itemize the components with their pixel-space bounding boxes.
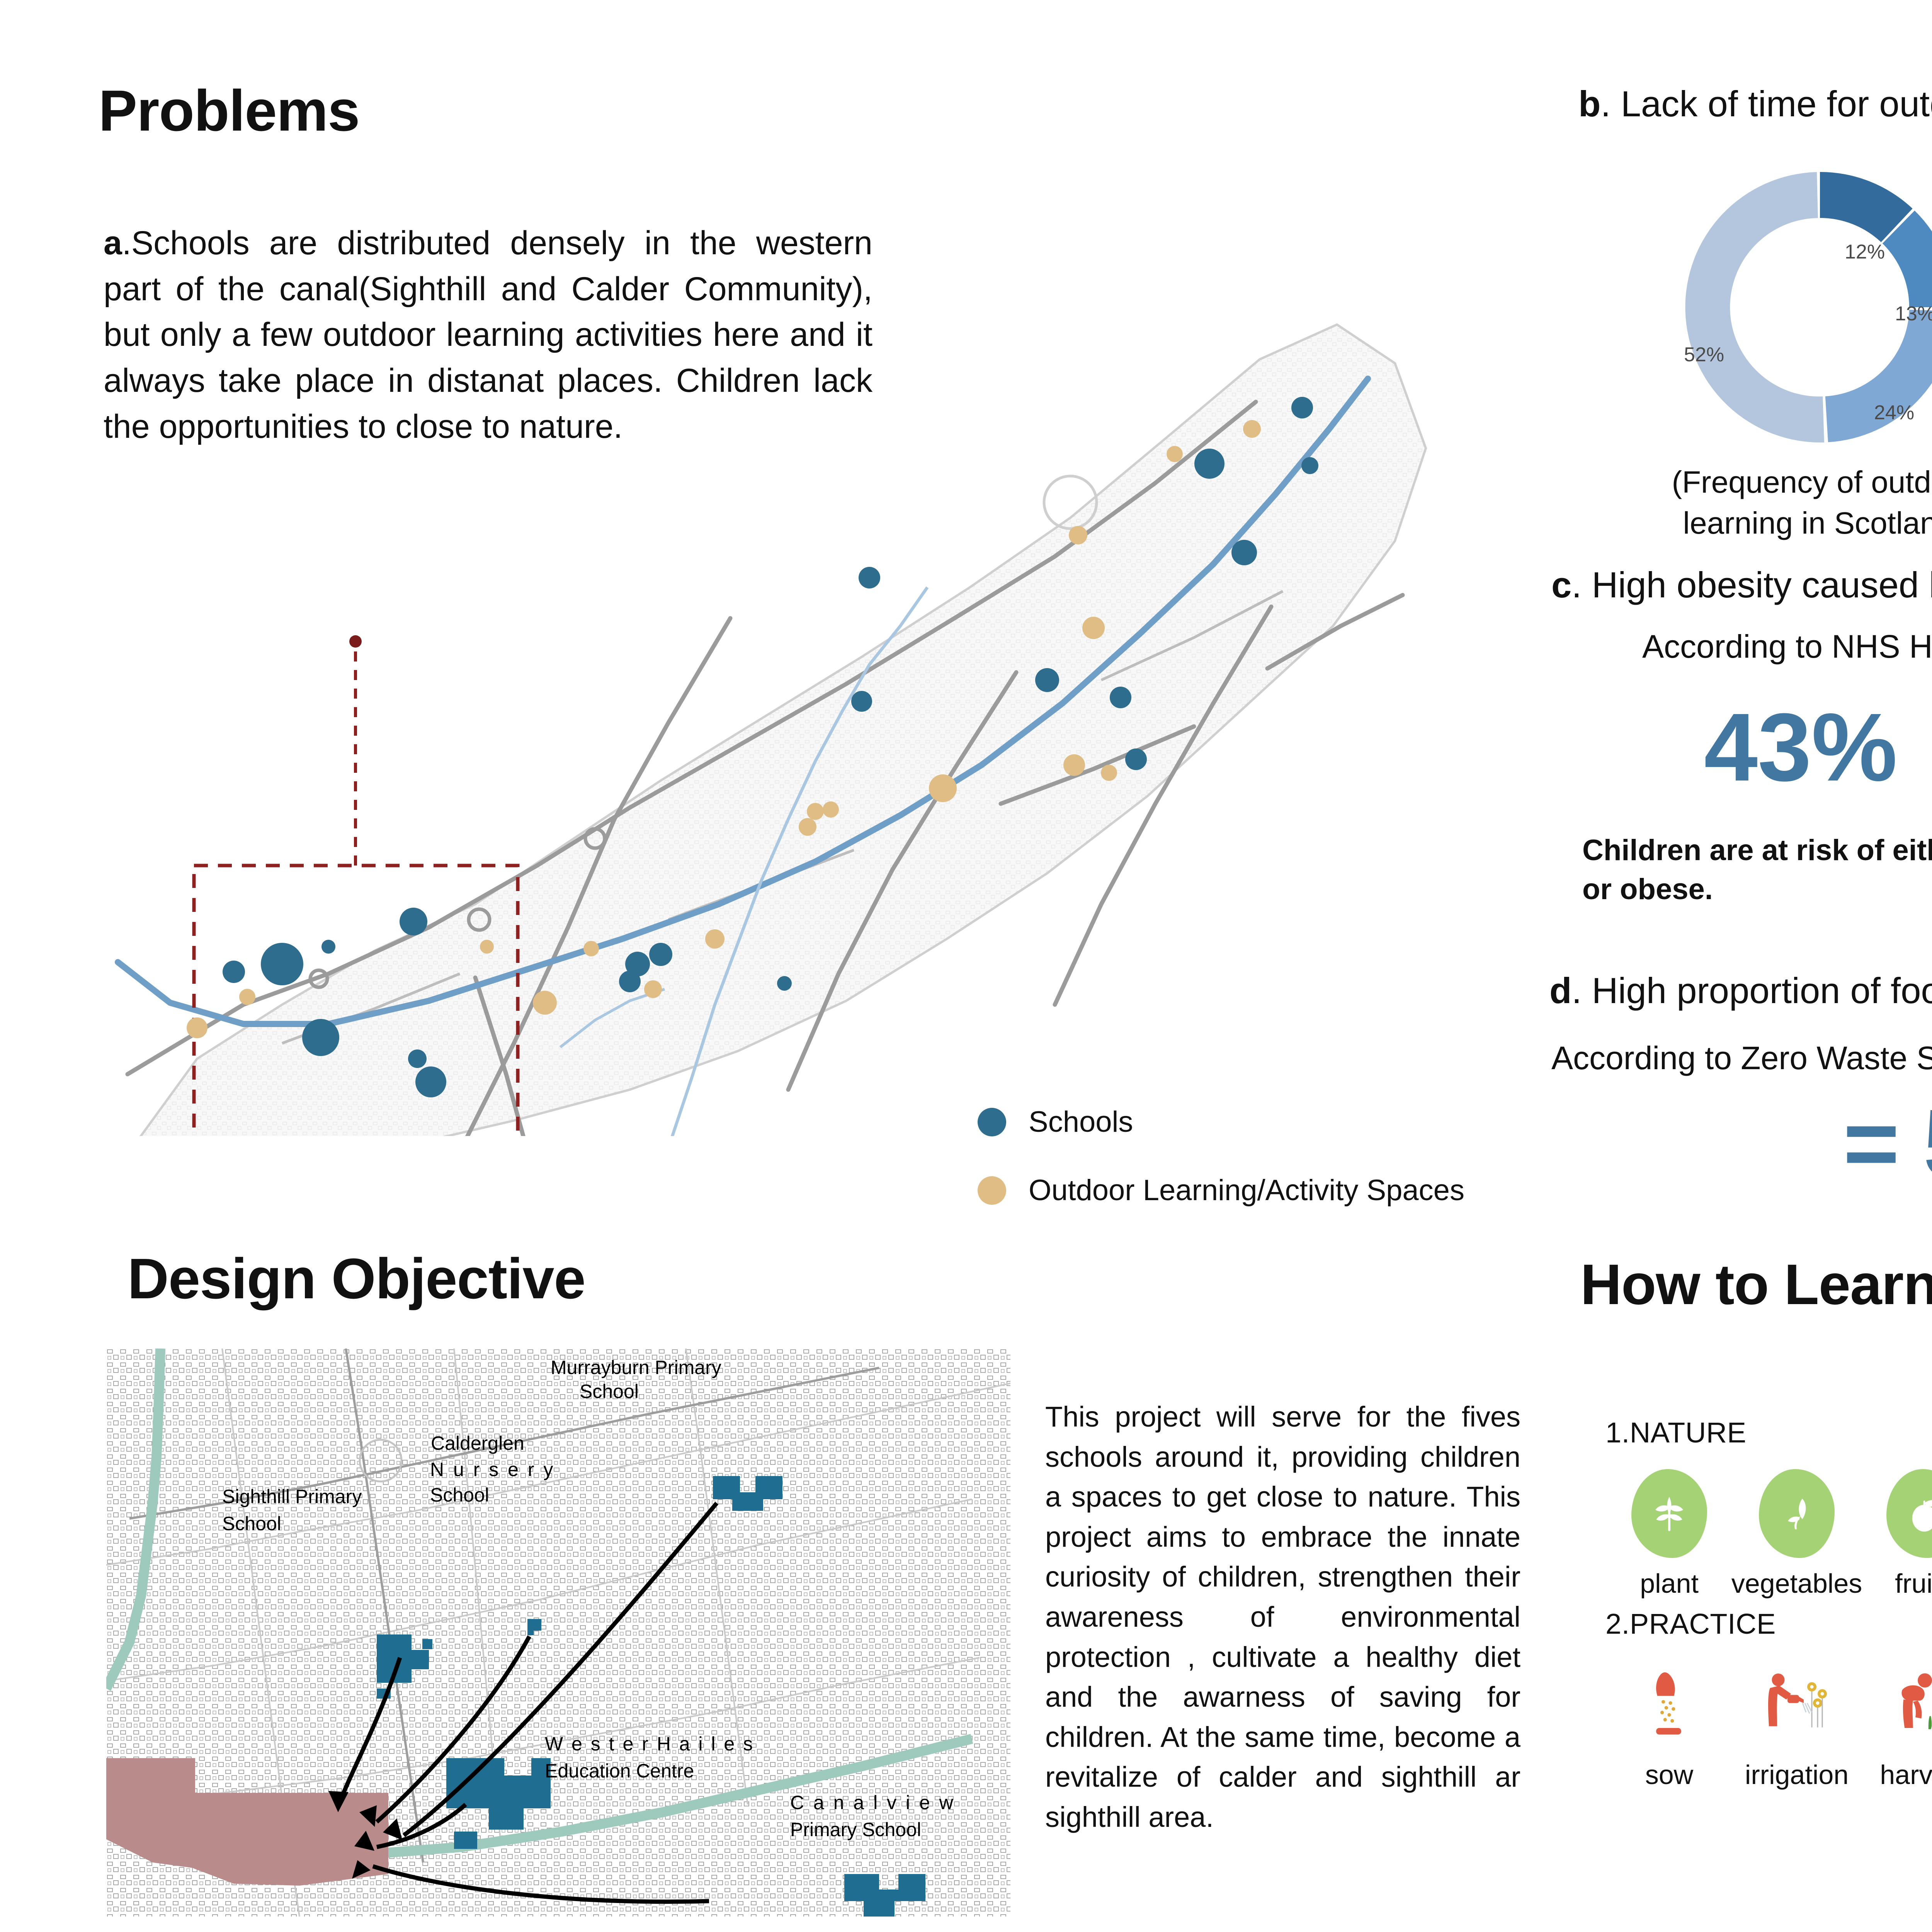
legend-item-schools: Schools: [978, 1105, 1464, 1139]
meals-equation: = 54000 meals: [1843, 1089, 1932, 1197]
svg-text:C a n a l v i e w: C a n a l v i e w: [790, 1792, 955, 1813]
stat-children-caption: Children are at risk of either overweigh…: [1582, 834, 1932, 906]
problem-a-bullet: a: [104, 224, 122, 262]
map-legend: Schools Outdoor Learning/Activity Spaces: [978, 1105, 1464, 1242]
meals-number: = 54000: [1843, 1089, 1932, 1197]
svg-text:School: School: [430, 1484, 489, 1506]
leaf-icon: [1631, 1469, 1707, 1558]
donut-label-12: 12%: [1845, 241, 1885, 263]
section-d-source: According to Zero Waste Scotland: 27t of…: [1551, 1040, 1932, 1076]
nature-item-fruits: fruits: [1861, 1469, 1932, 1599]
section-b-bullet: b: [1578, 83, 1601, 124]
section-d-bullet: d: [1549, 970, 1572, 1011]
svg-text:Calderglen: Calderglen: [431, 1432, 524, 1454]
section-c-source: According to NHS Health Scotland:: [1642, 628, 1932, 665]
outdoor-learning-donut-chart: 12% 13% 24% 52%: [1662, 153, 1932, 462]
stat-children-percent: 43%: [1704, 693, 1898, 801]
problem-a-paragraph: a.Schools are distributed densely in the…: [104, 220, 872, 449]
highlight-box: [192, 635, 520, 1136]
donut-label-52: 52%: [1684, 344, 1724, 366]
practice-item-harvest: harvest: [1861, 1660, 1932, 1790]
watering-can-icon: [1759, 1660, 1835, 1749]
design-objective-map: Murrayburn Primary School Calderglen N u…: [106, 1349, 1010, 1917]
section-d-title-text: . High proportion of food waste: [1571, 970, 1932, 1011]
nature-label-plant: plant: [1640, 1568, 1699, 1599]
outdoor-dot-icon: [978, 1176, 1006, 1205]
section-b-title-text: . Lack of time for outdoor learning: [1600, 83, 1932, 124]
svg-text:N u r s e r y: N u r s e r y: [430, 1459, 555, 1480]
page-title-design-objective: Design Objective: [128, 1247, 586, 1311]
svg-text:School: School: [580, 1381, 639, 1402]
nature-label-vegetables: vegetables: [1731, 1568, 1862, 1599]
legend-label-outdoor: Outdoor Learning/Activity Spaces: [1029, 1174, 1464, 1207]
nature-group: 1.NATURE plant: [1605, 1416, 1932, 1599]
donut-slice-less-than-once-a-week: [1820, 172, 1913, 242]
section-b-heading: b. Lack of time for outdoor learning: [1578, 83, 1932, 125]
problem-a-body: .Schools are distributed densely in the …: [104, 224, 872, 445]
practice-group: 2.PRACTICE: [1605, 1607, 1932, 1790]
donut-slice-once-a-week-a-month: [1825, 310, 1932, 442]
section-c-title-text: . High obesity caused by unhealthy diet: [1571, 565, 1932, 605]
svg-text:Sighthill Primary: Sighthill Primary: [222, 1486, 362, 1507]
practice-label-harvest: harvest: [1880, 1760, 1932, 1790]
section-c-heading: c. High obesity caused by unhealthy diet: [1551, 564, 1932, 606]
svg-text:Education Centre: Education Centre: [545, 1760, 694, 1782]
svg-text:School: School: [222, 1513, 281, 1534]
sprout-icon: [1759, 1469, 1835, 1558]
canal-context-map: [81, 247, 1511, 1136]
nature-icon-row: plant vegetables: [1605, 1469, 1932, 1599]
practice-group-title: 2.PRACTICE: [1605, 1608, 1776, 1640]
practice-item-irrigation: irrigation: [1733, 1660, 1861, 1790]
schools-dot-icon: [978, 1107, 1006, 1136]
legend-label-schools: Schools: [1029, 1105, 1133, 1138]
donut-slice-once-a-month: [1882, 211, 1932, 307]
nature-label-fruits: fruits: [1895, 1568, 1932, 1599]
donut-slice-more-than-once-a-week: [1685, 172, 1824, 443]
nature-item-vegetables: vegetables: [1731, 1469, 1862, 1599]
section-d-heading: d. High proportion of food waste: [1549, 970, 1932, 1012]
page-title-problems: Problems: [99, 78, 360, 143]
legend-item-outdoor: Outdoor Learning/Activity Spaces: [978, 1173, 1464, 1207]
section-c-bullet: c: [1551, 565, 1572, 605]
hand-sowing-icon: [1631, 1660, 1707, 1749]
practice-item-sow: sow: [1605, 1660, 1733, 1790]
svg-text:Primary School: Primary School: [790, 1819, 921, 1840]
donut-label-24: 24%: [1874, 401, 1914, 424]
donut-label-13: 13%: [1895, 303, 1932, 325]
apple-icon: [1886, 1469, 1932, 1558]
site-area: [193, 1793, 388, 1886]
page-title-how-to-learn: How to Learn?: [1580, 1253, 1932, 1316]
svg-text:W e s t e r H a i l e s: W e s t e r H a i l e s: [545, 1733, 754, 1755]
nature-group-title: 1.NATURE: [1605, 1417, 1747, 1449]
design-objective-paragraph: This project will serve for the fives sc…: [1045, 1401, 1520, 1833]
practice-label-sow: sow: [1645, 1760, 1694, 1790]
nature-item-plant: plant: [1605, 1469, 1733, 1599]
harvesting-person-icon: [1886, 1660, 1932, 1749]
practice-label-irrigation: irrigation: [1745, 1760, 1849, 1790]
practice-icon-row: sow: [1605, 1660, 1932, 1790]
donut-chart-caption: (Frequency of outdoor learning in Scotla…: [1672, 465, 1932, 541]
svg-text:Murrayburn Primary: Murrayburn Primary: [551, 1357, 721, 1378]
